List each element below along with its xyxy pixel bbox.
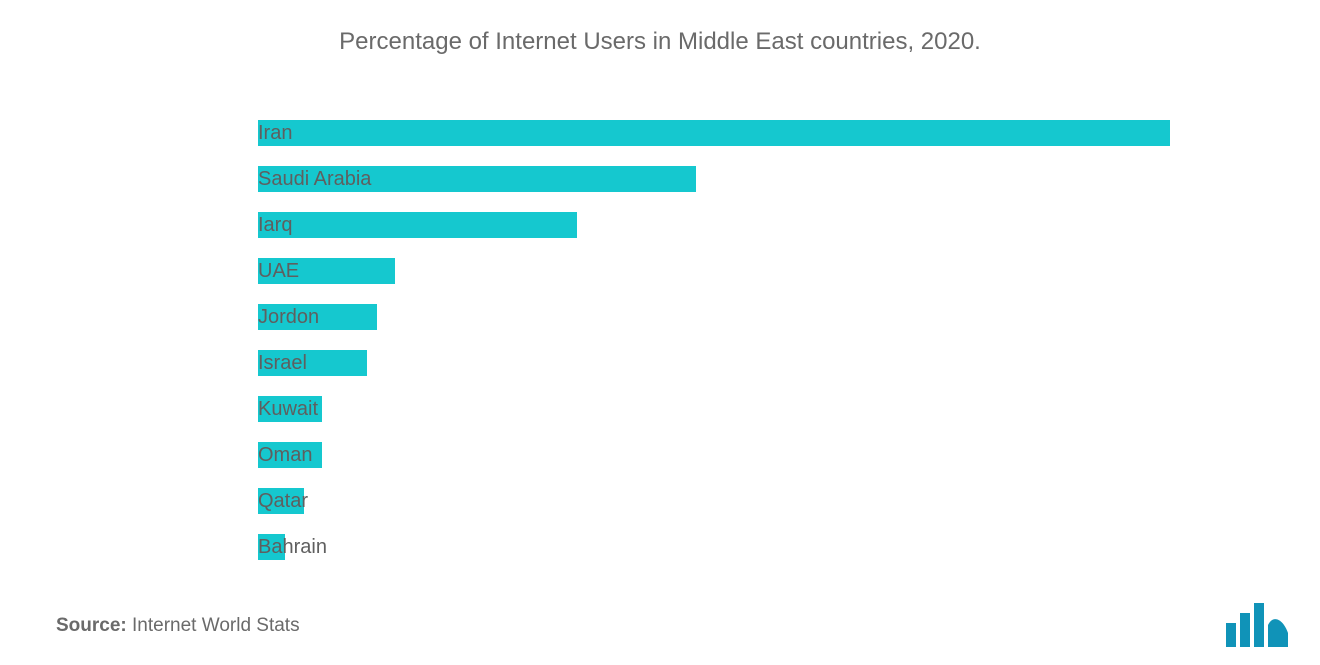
bar-row: Bahrain xyxy=(270,524,1170,570)
mordor-logo-icon xyxy=(1224,603,1290,647)
bar-row: Jordon xyxy=(270,294,1170,340)
source-label: Source: xyxy=(56,615,127,636)
bar-track xyxy=(258,294,1170,340)
chart-plot-area: Iran Saudi Arabia Iarq UAE Jordon Israel xyxy=(270,110,1170,570)
bar-row: Israel xyxy=(270,340,1170,386)
bar-row: UAE xyxy=(270,248,1170,294)
source-text: Internet World Stats xyxy=(132,615,300,636)
bar-track xyxy=(258,110,1170,156)
bar-row: Qatar xyxy=(270,478,1170,524)
bar-track xyxy=(258,248,1170,294)
bar-track xyxy=(258,340,1170,386)
bar-track xyxy=(258,156,1170,202)
bar-track xyxy=(258,478,1170,524)
bar-row: Oman xyxy=(270,432,1170,478)
source-line: Source: Internet World Stats xyxy=(56,615,300,637)
bar xyxy=(258,212,577,238)
bar-row: Saudi Arabia xyxy=(270,156,1170,202)
bar-track xyxy=(258,432,1170,478)
bar-track xyxy=(258,202,1170,248)
chart-title: Percentage of Internet Users in Middle E… xyxy=(0,0,1320,56)
bar xyxy=(258,120,1170,146)
bar-track xyxy=(258,524,1170,570)
bar-row: Iarq xyxy=(270,202,1170,248)
bar-track xyxy=(258,386,1170,432)
bar-row: Iran xyxy=(270,110,1170,156)
bar-row: Kuwait xyxy=(270,386,1170,432)
